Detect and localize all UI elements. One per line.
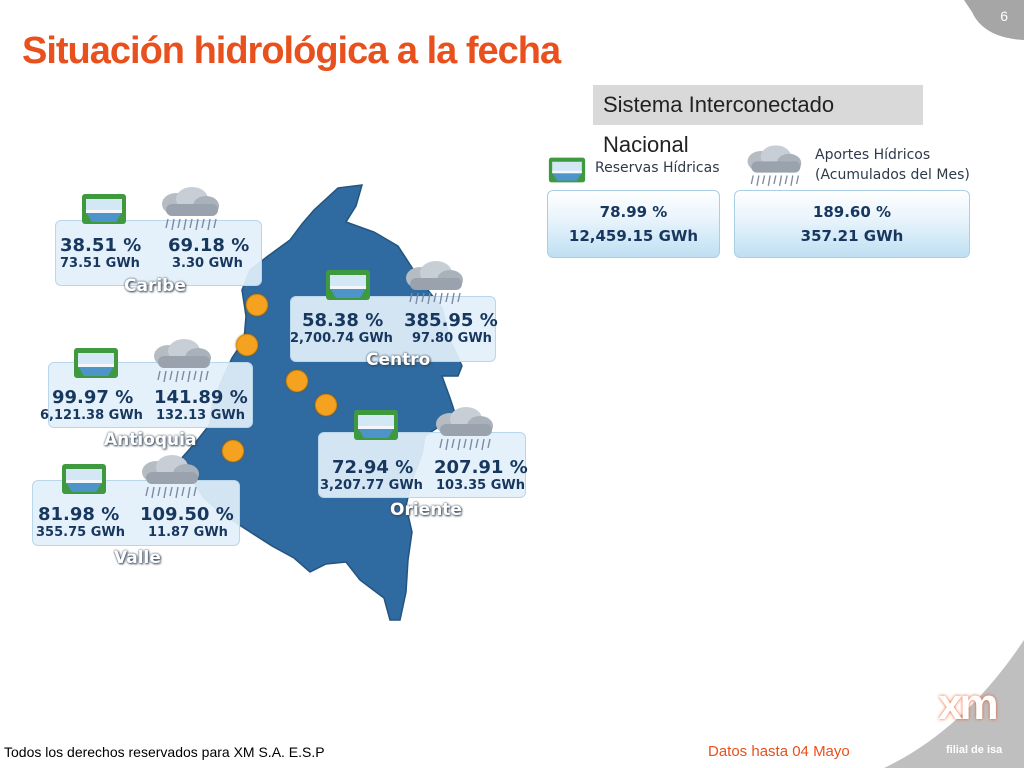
- rain-cloud-icon: [134, 454, 204, 502]
- logo-background: [884, 640, 1024, 768]
- reservoir-icon: [324, 268, 372, 302]
- region-caribe-box: [55, 220, 262, 286]
- antioquia-label: Antioquia: [104, 430, 197, 450]
- rain-cloud-icon: [740, 144, 806, 190]
- location-dot-icon: [246, 294, 268, 316]
- rain-cloud-icon: [428, 406, 498, 454]
- oriente-aportes-gwh: 103.35 GWh: [436, 478, 525, 493]
- oriente-aportes-pct: 207.91 %: [434, 457, 528, 478]
- rain-cloud-icon: [154, 186, 224, 234]
- centro-reservas-gwh: 2,700.74 GWh: [290, 331, 393, 346]
- reservoir-icon: [352, 408, 400, 442]
- caribe-aportes-pct: 69.18 %: [168, 235, 250, 256]
- copyright-text: Todos los derechos reservados para XM S.…: [4, 744, 325, 760]
- region-oriente-box: [318, 432, 526, 498]
- location-dot-icon: [222, 440, 244, 462]
- centro-aportes-gwh: 97.80 GWh: [412, 331, 492, 346]
- oriente-reservas-gwh: 3,207.77 GWh: [320, 478, 423, 493]
- corner-decoration: [964, 0, 1024, 40]
- valle-label: Valle: [114, 548, 161, 568]
- aportes-title-line2: (Acumulados del Mes): [815, 167, 970, 183]
- valle-reservas-pct: 81.98 %: [38, 504, 120, 525]
- antioquia-aportes-gwh: 132.13 GWh: [156, 408, 245, 423]
- xm-logo: xm: [938, 680, 999, 729]
- valle-reservas-gwh: 355.75 GWh: [36, 525, 125, 540]
- rain-cloud-icon: [398, 260, 468, 308]
- reservas-title: Reservas Hídricas: [595, 160, 720, 176]
- reservas-pct: 78.99 %: [599, 203, 668, 221]
- reservoir-icon: [547, 156, 587, 184]
- valle-aportes-gwh: 11.87 GWh: [148, 525, 228, 540]
- rain-cloud-icon: [146, 338, 216, 386]
- oriente-label: Oriente: [390, 500, 462, 520]
- caribe-reservas-gwh: 73.51 GWh: [60, 256, 140, 271]
- location-dot-icon: [236, 334, 258, 356]
- reservoir-icon: [72, 346, 120, 380]
- antioquia-aportes-pct: 141.89 %: [154, 387, 248, 408]
- centro-reservas-pct: 58.38 %: [302, 310, 384, 331]
- centro-aportes-pct: 385.95 %: [404, 310, 498, 331]
- reservoir-icon: [80, 192, 128, 226]
- valle-aportes-pct: 109.50 %: [140, 504, 234, 525]
- aportes-box: 189.60 % 357.21 GWh: [734, 190, 970, 258]
- location-dot-icon: [286, 370, 308, 392]
- page-title: Situación hidrológica a la fecha: [22, 30, 561, 72]
- location-dot-icon: [315, 394, 337, 416]
- reservas-box: 78.99 % 12,459.15 GWh: [547, 190, 720, 258]
- reservas-gwh: 12,459.15 GWh: [568, 227, 699, 245]
- sin-label: Sistema Interconectado Nacional: [593, 85, 923, 157]
- centro-label: Centro: [366, 350, 431, 370]
- aportes-pct: 189.60 %: [812, 203, 892, 221]
- oriente-reservas-pct: 72.94 %: [332, 457, 414, 478]
- antioquia-reservas-pct: 99.97 %: [52, 387, 134, 408]
- antioquia-reservas-gwh: 6,121.38 GWh: [40, 408, 143, 423]
- caribe-aportes-gwh: 3.30 GWh: [172, 256, 243, 271]
- aportes-title-line1: Aportes Hídricos: [815, 147, 931, 163]
- region-centro-box: [290, 296, 496, 362]
- page-number: 6: [1000, 8, 1008, 24]
- aportes-gwh: 357.21 GWh: [800, 227, 904, 245]
- aportes-title: Aportes Hídricos (Acumulados del Mes): [815, 145, 970, 185]
- caribe-reservas-pct: 38.51 %: [60, 235, 142, 256]
- caribe-label: Caribe: [124, 276, 186, 296]
- reservoir-icon: [60, 462, 108, 496]
- isa-tagline: filial de isa: [946, 744, 1003, 756]
- data-date-note: Datos hasta 04 Mayo: [708, 743, 850, 760]
